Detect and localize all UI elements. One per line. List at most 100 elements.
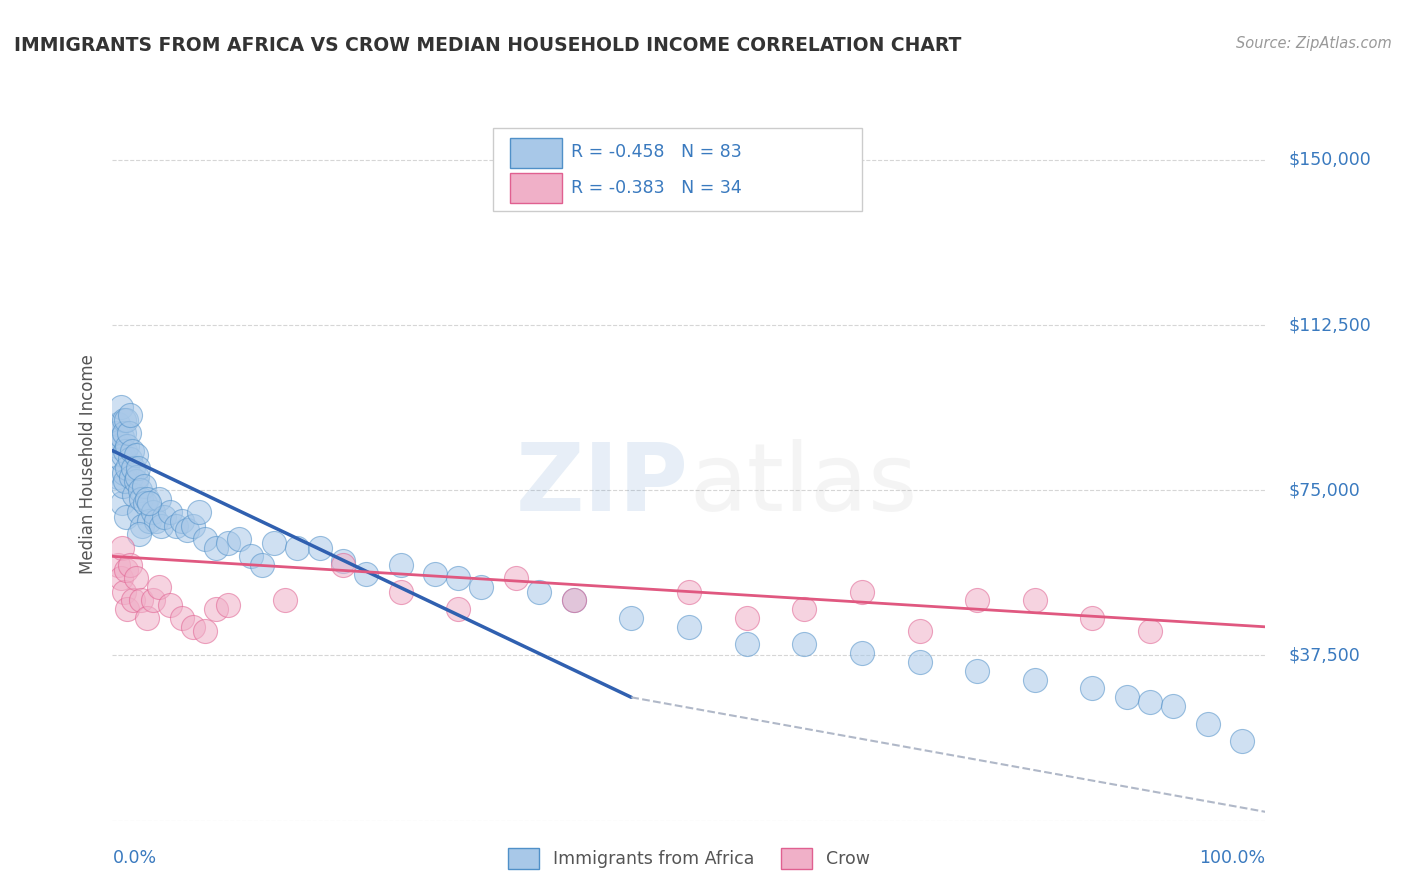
Point <box>138 514 160 528</box>
Point <box>1081 681 1104 696</box>
Point <box>136 492 159 507</box>
Point <box>735 637 758 651</box>
Point <box>153 509 176 524</box>
Point <box>252 558 274 573</box>
Point <box>142 505 165 519</box>
Point <box>447 571 470 585</box>
Point <box>1024 593 1046 607</box>
Point <box>1081 611 1104 625</box>
Point <box>562 593 585 607</box>
Point <box>145 514 167 528</box>
Point <box>129 483 152 498</box>
Point <box>1116 690 1139 705</box>
Point <box>170 514 193 528</box>
Point <box>111 541 134 555</box>
Point <box>159 505 181 519</box>
Point <box>134 496 156 510</box>
Point <box>793 637 815 651</box>
Point <box>118 452 141 467</box>
Text: 100.0%: 100.0% <box>1199 849 1265 867</box>
Point <box>309 541 332 555</box>
Point <box>228 532 250 546</box>
Point <box>505 571 527 585</box>
Point <box>131 518 153 533</box>
Point <box>966 593 988 607</box>
Point <box>138 496 160 510</box>
Point <box>142 593 165 607</box>
Point <box>205 602 228 616</box>
Point <box>112 466 135 480</box>
Point <box>1161 699 1184 714</box>
Point <box>111 448 134 462</box>
Text: $112,500: $112,500 <box>1288 316 1371 334</box>
Point <box>176 523 198 537</box>
Point <box>110 400 132 414</box>
Point <box>447 602 470 616</box>
Point <box>124 448 146 462</box>
Text: 0.0%: 0.0% <box>112 849 156 867</box>
Point <box>148 580 170 594</box>
FancyBboxPatch shape <box>510 173 562 203</box>
Text: Source: ZipAtlas.com: Source: ZipAtlas.com <box>1236 36 1392 51</box>
Text: IMMIGRANTS FROM AFRICA VS CROW MEDIAN HOUSEHOLD INCOME CORRELATION CHART: IMMIGRANTS FROM AFRICA VS CROW MEDIAN HO… <box>14 36 962 54</box>
Point <box>122 461 145 475</box>
Point <box>217 598 239 612</box>
Point <box>136 611 159 625</box>
Point <box>118 558 141 573</box>
Point <box>112 584 135 599</box>
Point <box>110 571 132 585</box>
Point <box>188 505 211 519</box>
Point <box>735 611 758 625</box>
Text: ZIP: ZIP <box>516 439 689 532</box>
Point <box>118 409 141 423</box>
Point <box>122 593 145 607</box>
Text: $37,500: $37,500 <box>1288 647 1360 665</box>
Point <box>194 624 217 639</box>
Point <box>908 624 931 639</box>
Point <box>389 558 412 573</box>
Point <box>114 443 136 458</box>
Point <box>108 434 131 449</box>
Point <box>110 452 132 467</box>
Point <box>851 584 873 599</box>
Point <box>115 509 138 524</box>
Point <box>159 598 181 612</box>
Point <box>793 602 815 616</box>
Point <box>107 470 129 484</box>
Point <box>117 439 139 453</box>
Point <box>1197 716 1219 731</box>
Point <box>1139 695 1161 709</box>
Point <box>125 470 148 484</box>
Point <box>205 541 228 555</box>
Point <box>1139 624 1161 639</box>
Point <box>274 593 297 607</box>
Point <box>129 593 153 607</box>
Text: R = -0.383   N = 34: R = -0.383 N = 34 <box>571 178 742 196</box>
Point <box>112 413 135 427</box>
Point <box>239 549 262 564</box>
Point <box>117 461 139 475</box>
Point <box>678 584 700 599</box>
Point <box>104 425 127 440</box>
Point <box>111 430 134 444</box>
Point <box>1232 734 1254 748</box>
Point <box>851 646 873 660</box>
Point <box>194 532 217 546</box>
Point <box>181 620 204 634</box>
FancyBboxPatch shape <box>494 128 862 211</box>
Point <box>105 439 128 453</box>
FancyBboxPatch shape <box>510 137 562 168</box>
Point <box>127 461 149 475</box>
Point <box>117 425 139 440</box>
Point <box>170 611 193 625</box>
Point <box>470 580 492 594</box>
Point <box>117 602 139 616</box>
Point <box>148 492 170 507</box>
Point <box>217 536 239 550</box>
Point <box>128 505 150 519</box>
Text: atlas: atlas <box>689 439 917 532</box>
Point <box>332 558 354 573</box>
Y-axis label: Median Household Income: Median Household Income <box>79 354 97 574</box>
Point <box>678 620 700 634</box>
Text: $75,000: $75,000 <box>1288 482 1360 500</box>
